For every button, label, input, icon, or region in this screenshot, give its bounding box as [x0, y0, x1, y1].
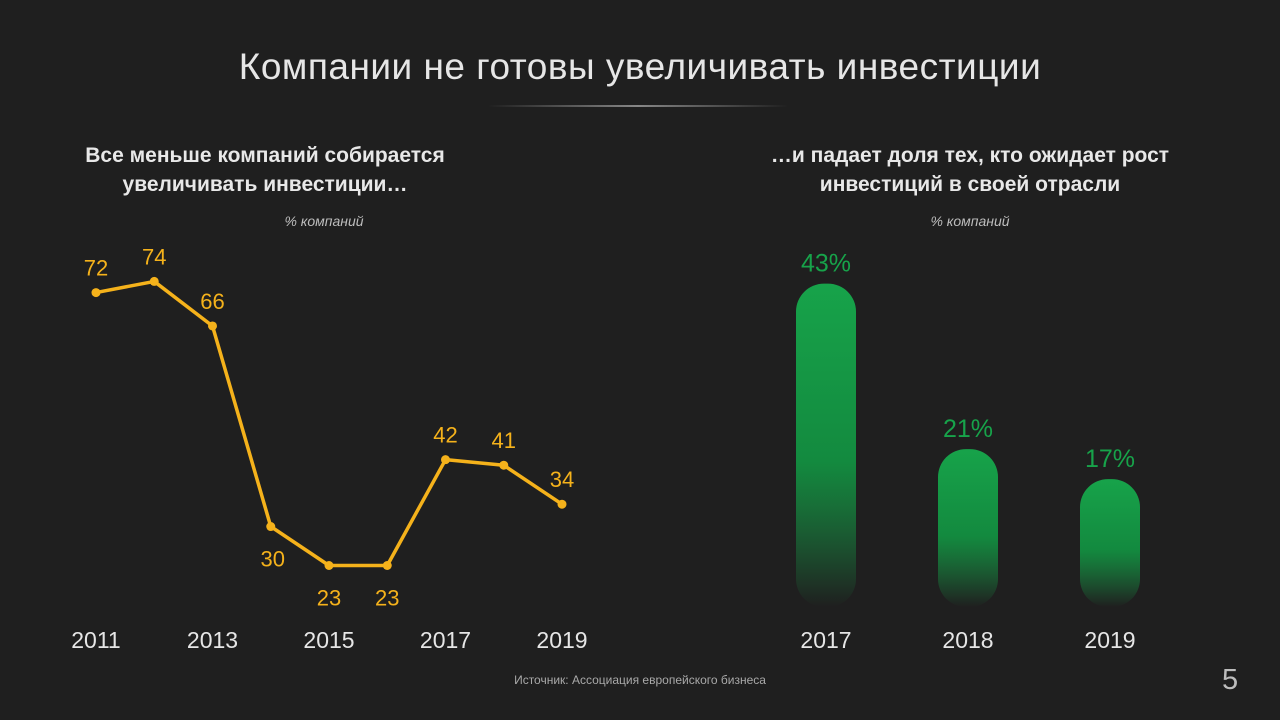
bar-x-tick-label: 2018 — [942, 627, 993, 653]
line-data-label: 41 — [492, 428, 516, 453]
line-data-label: 23 — [375, 586, 399, 611]
line-point — [324, 561, 334, 570]
line-chart-title: Все меньше компаний собирается увеличива… — [85, 144, 445, 196]
bar — [796, 283, 856, 607]
source-note: Источник: Ассоциация европейского бизнес… — [514, 673, 766, 687]
bar-x-tick-label: 2019 — [1084, 627, 1135, 653]
line-point — [208, 321, 217, 331]
line-x-tick-label: 2019 — [536, 627, 587, 653]
line-data-label: 66 — [200, 289, 224, 314]
line-data-label: 42 — [433, 423, 457, 448]
bar-data-label: 21% — [943, 415, 993, 443]
title-underline — [488, 105, 788, 107]
line-chart: 72 74 66 30 23 23 42 41 34 2011 2013 2015 2017 2019 — [71, 244, 587, 653]
line-point — [441, 455, 450, 465]
bar-chart: 43% 2017 21% 2018 17% 2019 — [796, 250, 1140, 653]
line-data-label: 30 — [261, 547, 285, 572]
slide-title: Компании не готовы увеличивать инвестици… — [238, 46, 1042, 87]
bar-data-label: 17% — [1085, 445, 1135, 473]
bar — [1080, 479, 1140, 607]
line-data-label: 74 — [142, 244, 166, 269]
line-data-label: 72 — [84, 256, 108, 281]
line-x-tick-label: 2017 — [420, 627, 471, 653]
line-point — [499, 460, 509, 470]
line-point — [149, 276, 159, 286]
line-x-tick-label: 2013 — [187, 627, 238, 653]
bar-x-tick-label: 2017 — [800, 627, 851, 653]
line-x-tick-label: 2011 — [71, 627, 120, 653]
line-point — [382, 561, 392, 570]
line-point — [91, 288, 101, 298]
line-data-label: 23 — [317, 586, 341, 611]
line-point — [557, 499, 567, 509]
bar-chart-title: …и падает доля тех, кто ожидает рост инв… — [770, 144, 1170, 196]
line-x-tick-label: 2015 — [303, 627, 354, 653]
line-data-label: 34 — [550, 467, 574, 492]
page-number: 5 — [1222, 664, 1239, 696]
line-chart-unit: % компаний — [284, 213, 364, 229]
bar — [938, 449, 998, 607]
line-point — [266, 522, 276, 532]
bar-data-label: 43% — [801, 250, 851, 278]
line-series — [94, 279, 564, 568]
bar-chart-unit: % компаний — [930, 213, 1010, 229]
